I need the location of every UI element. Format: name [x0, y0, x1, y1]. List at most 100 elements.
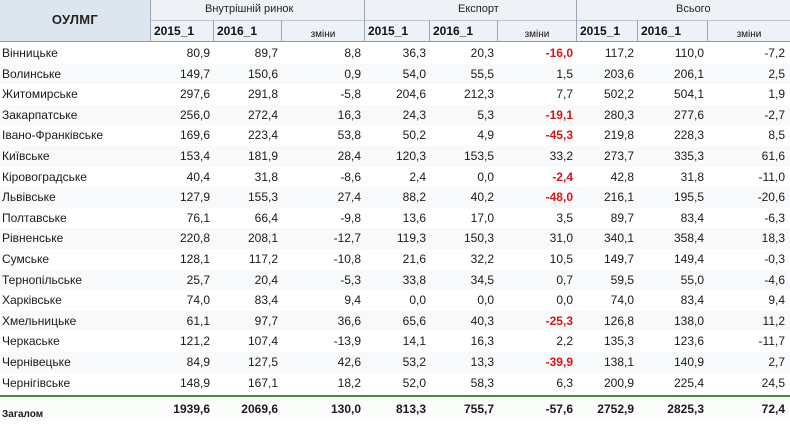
table-cell: 216,1	[603, 190, 634, 205]
subheader-domestic-change: зміни	[310, 29, 336, 40]
table-cell: 16,3	[470, 334, 494, 349]
table-row: Чернівецьке 84,9 127,5 42,6 53,2 13,3 -39,9 138…	[0, 352, 790, 373]
table-cell: 24,5	[761, 375, 785, 390]
table-cell: 83,4	[680, 293, 704, 308]
region-name: Львівське	[2, 190, 56, 205]
table-cell: 153,5	[463, 149, 494, 163]
header-bottom-rule	[0, 41, 790, 42]
table-cell: 1,9	[768, 87, 785, 102]
table-cell: -16,0	[545, 46, 573, 60]
table-cell: 8,8	[344, 46, 361, 60]
table-cell: 0,0	[477, 169, 494, 184]
table-row: Київське 153,4 181,9 28,4 120,3 153,5 33,2 273,…	[0, 146, 790, 167]
col-divider	[150, 0, 151, 42]
table-row: Волинське 149,7 150,6 0,9 54,0 55,5 1,5 203,6 20…	[0, 63, 790, 85]
table-cell: 40,4	[186, 169, 210, 184]
table-cell: 1,5	[556, 66, 573, 81]
table-cell: -11,0	[758, 169, 785, 184]
subheader-domestic-2015: 2015_1	[154, 24, 195, 38]
table-cell: 138,1	[603, 355, 634, 369]
table-cell: 208,1	[247, 231, 278, 246]
table-cell: 80,9	[186, 46, 210, 60]
table-cell: 150,3	[463, 231, 494, 246]
table-cell: 74,0	[186, 293, 210, 308]
table-cell: 149,4	[673, 252, 704, 266]
table-cell: 40,2	[470, 190, 494, 205]
table-cell: 358,4	[673, 231, 704, 246]
table-row: Тернопільське 25,7 20,4 -5,3 33,8 34,5 0,7 59,5…	[0, 269, 790, 291]
table-cell: -4,6	[764, 272, 785, 287]
region-name: Чернігівське	[2, 375, 71, 390]
table-cell: -7,2	[764, 46, 785, 60]
table-cell: 148,9	[179, 375, 210, 390]
table-cell: 55,0	[680, 272, 704, 287]
subheader-domestic-2016: 2016_1	[217, 24, 258, 38]
table-cell: 153,4	[179, 149, 210, 163]
table-cell: 28,4	[337, 149, 361, 163]
region-name: Полтавське	[2, 210, 67, 225]
table-cell: 89,7	[254, 46, 278, 60]
table-cell: -19,1	[545, 107, 573, 122]
table-cell: 138,0	[673, 313, 704, 328]
table-cell: 84,9	[186, 355, 210, 369]
table-cell: 61,6	[761, 149, 785, 163]
table-cell: 155,3	[247, 190, 278, 205]
table-cell: -20,6	[757, 190, 785, 205]
total-cell: 813,3	[395, 402, 426, 416]
table-cell: 50,2	[402, 128, 426, 143]
table-cell: 20,3	[470, 46, 494, 60]
header-org-cell	[0, 0, 150, 42]
table-cell: 53,8	[337, 128, 361, 143]
total-cell: 2825,3	[667, 402, 704, 416]
total-cell: 130,0	[330, 402, 361, 416]
table-cell: 34,5	[470, 272, 494, 287]
table-cell: 42,6	[337, 355, 361, 369]
table-cell: 58,3	[470, 375, 494, 390]
table-cell: 273,7	[603, 149, 634, 163]
total-cell: 72,4	[761, 402, 785, 416]
table-cell: 502,2	[603, 87, 634, 102]
table-cell: -2,7	[764, 107, 785, 122]
table-cell: -13,9	[333, 334, 361, 349]
total-label: Загалом	[2, 409, 44, 420]
table-cell: 140,9	[673, 355, 704, 369]
table-cell: 59,5	[610, 272, 634, 287]
col-divider	[213, 20, 214, 42]
subheader-total-2015: 2015_1	[580, 24, 621, 38]
table-cell: 88,2	[402, 190, 426, 205]
region-name: Житомирське	[2, 87, 78, 102]
table-cell: 33,8	[402, 272, 426, 287]
table-cell: 7,7	[556, 87, 573, 102]
org-column-header: ОУЛМГ	[51, 11, 99, 27]
table-cell: 6,3	[556, 375, 573, 390]
table-cell: 11,2	[762, 313, 785, 328]
table-row: Харківське 74,0 83,4 9,4 0,0 0,0 0,0 74,0 83,4 9,…	[0, 290, 790, 311]
region-name: Хмельницьке	[2, 313, 77, 328]
table-cell: 181,9	[247, 149, 278, 163]
region-name: Рівненське	[2, 231, 64, 246]
table-cell: 107,4	[247, 334, 278, 349]
col-divider	[281, 20, 282, 42]
table-cell: 110,0	[674, 46, 704, 60]
table-row: Рівненське 220,8 208,1 -12,7 119,3 150,3 31,0 3…	[0, 228, 790, 249]
region-name: Івано-Франківське	[2, 128, 104, 143]
table-cell: 66,4	[254, 210, 278, 225]
col-divider	[637, 20, 638, 42]
table-row: Полтавське 76,1 66,4 -9,8 13,6 17,0 3,5 89,7 83,…	[0, 208, 790, 229]
table-cell: 206,1	[673, 66, 704, 81]
region-name: Кіровоградське	[2, 169, 87, 184]
table-cell: 18,3	[761, 231, 785, 246]
table-cell: 169,6	[179, 128, 210, 143]
table-row: Закарпатське 256,0 272,4 16,3 24,3 5,3 -19,1 28…	[0, 104, 790, 126]
region-name: Вінницьке	[2, 46, 58, 60]
table-cell: 2,5	[768, 66, 785, 81]
table-cell: 277,6	[673, 107, 704, 122]
table-cell: -6,3	[764, 210, 785, 225]
table-cell: 203,6	[603, 66, 634, 81]
table-cell: 18,2	[337, 375, 361, 390]
table-cell: 127,5	[247, 355, 278, 369]
table-cell: -5,3	[340, 272, 361, 287]
table-cell: 149,7	[179, 66, 210, 81]
table-cell: 9,4	[344, 293, 361, 308]
